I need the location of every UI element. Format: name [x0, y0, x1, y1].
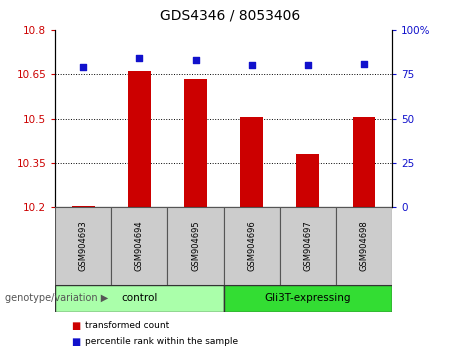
Bar — [336, 207, 392, 285]
Bar — [224, 207, 280, 285]
Text: GSM904695: GSM904695 — [191, 221, 200, 272]
Text: Gli3T-expressing: Gli3T-expressing — [265, 293, 351, 303]
Point — [360, 61, 367, 67]
Bar — [72, 206, 95, 207]
Bar — [241, 117, 263, 207]
Point — [248, 63, 255, 68]
Bar — [353, 117, 375, 207]
Point — [192, 57, 199, 63]
Bar — [55, 207, 112, 285]
Bar — [296, 154, 319, 207]
Text: transformed count: transformed count — [85, 321, 170, 330]
Point — [80, 64, 87, 70]
Bar — [167, 207, 224, 285]
Bar — [184, 79, 207, 207]
Bar — [128, 72, 151, 207]
Text: GSM904697: GSM904697 — [303, 221, 312, 272]
Text: GSM904696: GSM904696 — [247, 221, 256, 272]
Text: GSM904694: GSM904694 — [135, 221, 144, 272]
Text: control: control — [121, 293, 158, 303]
Bar — [224, 285, 392, 312]
Text: GSM904693: GSM904693 — [79, 221, 88, 272]
Text: GSM904698: GSM904698 — [359, 221, 368, 272]
Point — [304, 63, 312, 68]
Bar — [112, 207, 167, 285]
Text: ■: ■ — [71, 337, 81, 347]
Bar — [55, 285, 224, 312]
Text: GDS4346 / 8053406: GDS4346 / 8053406 — [160, 9, 301, 23]
Text: genotype/variation ▶: genotype/variation ▶ — [5, 293, 108, 303]
Text: ■: ■ — [71, 321, 81, 331]
Bar — [280, 207, 336, 285]
Point — [136, 56, 143, 61]
Text: percentile rank within the sample: percentile rank within the sample — [85, 337, 238, 346]
